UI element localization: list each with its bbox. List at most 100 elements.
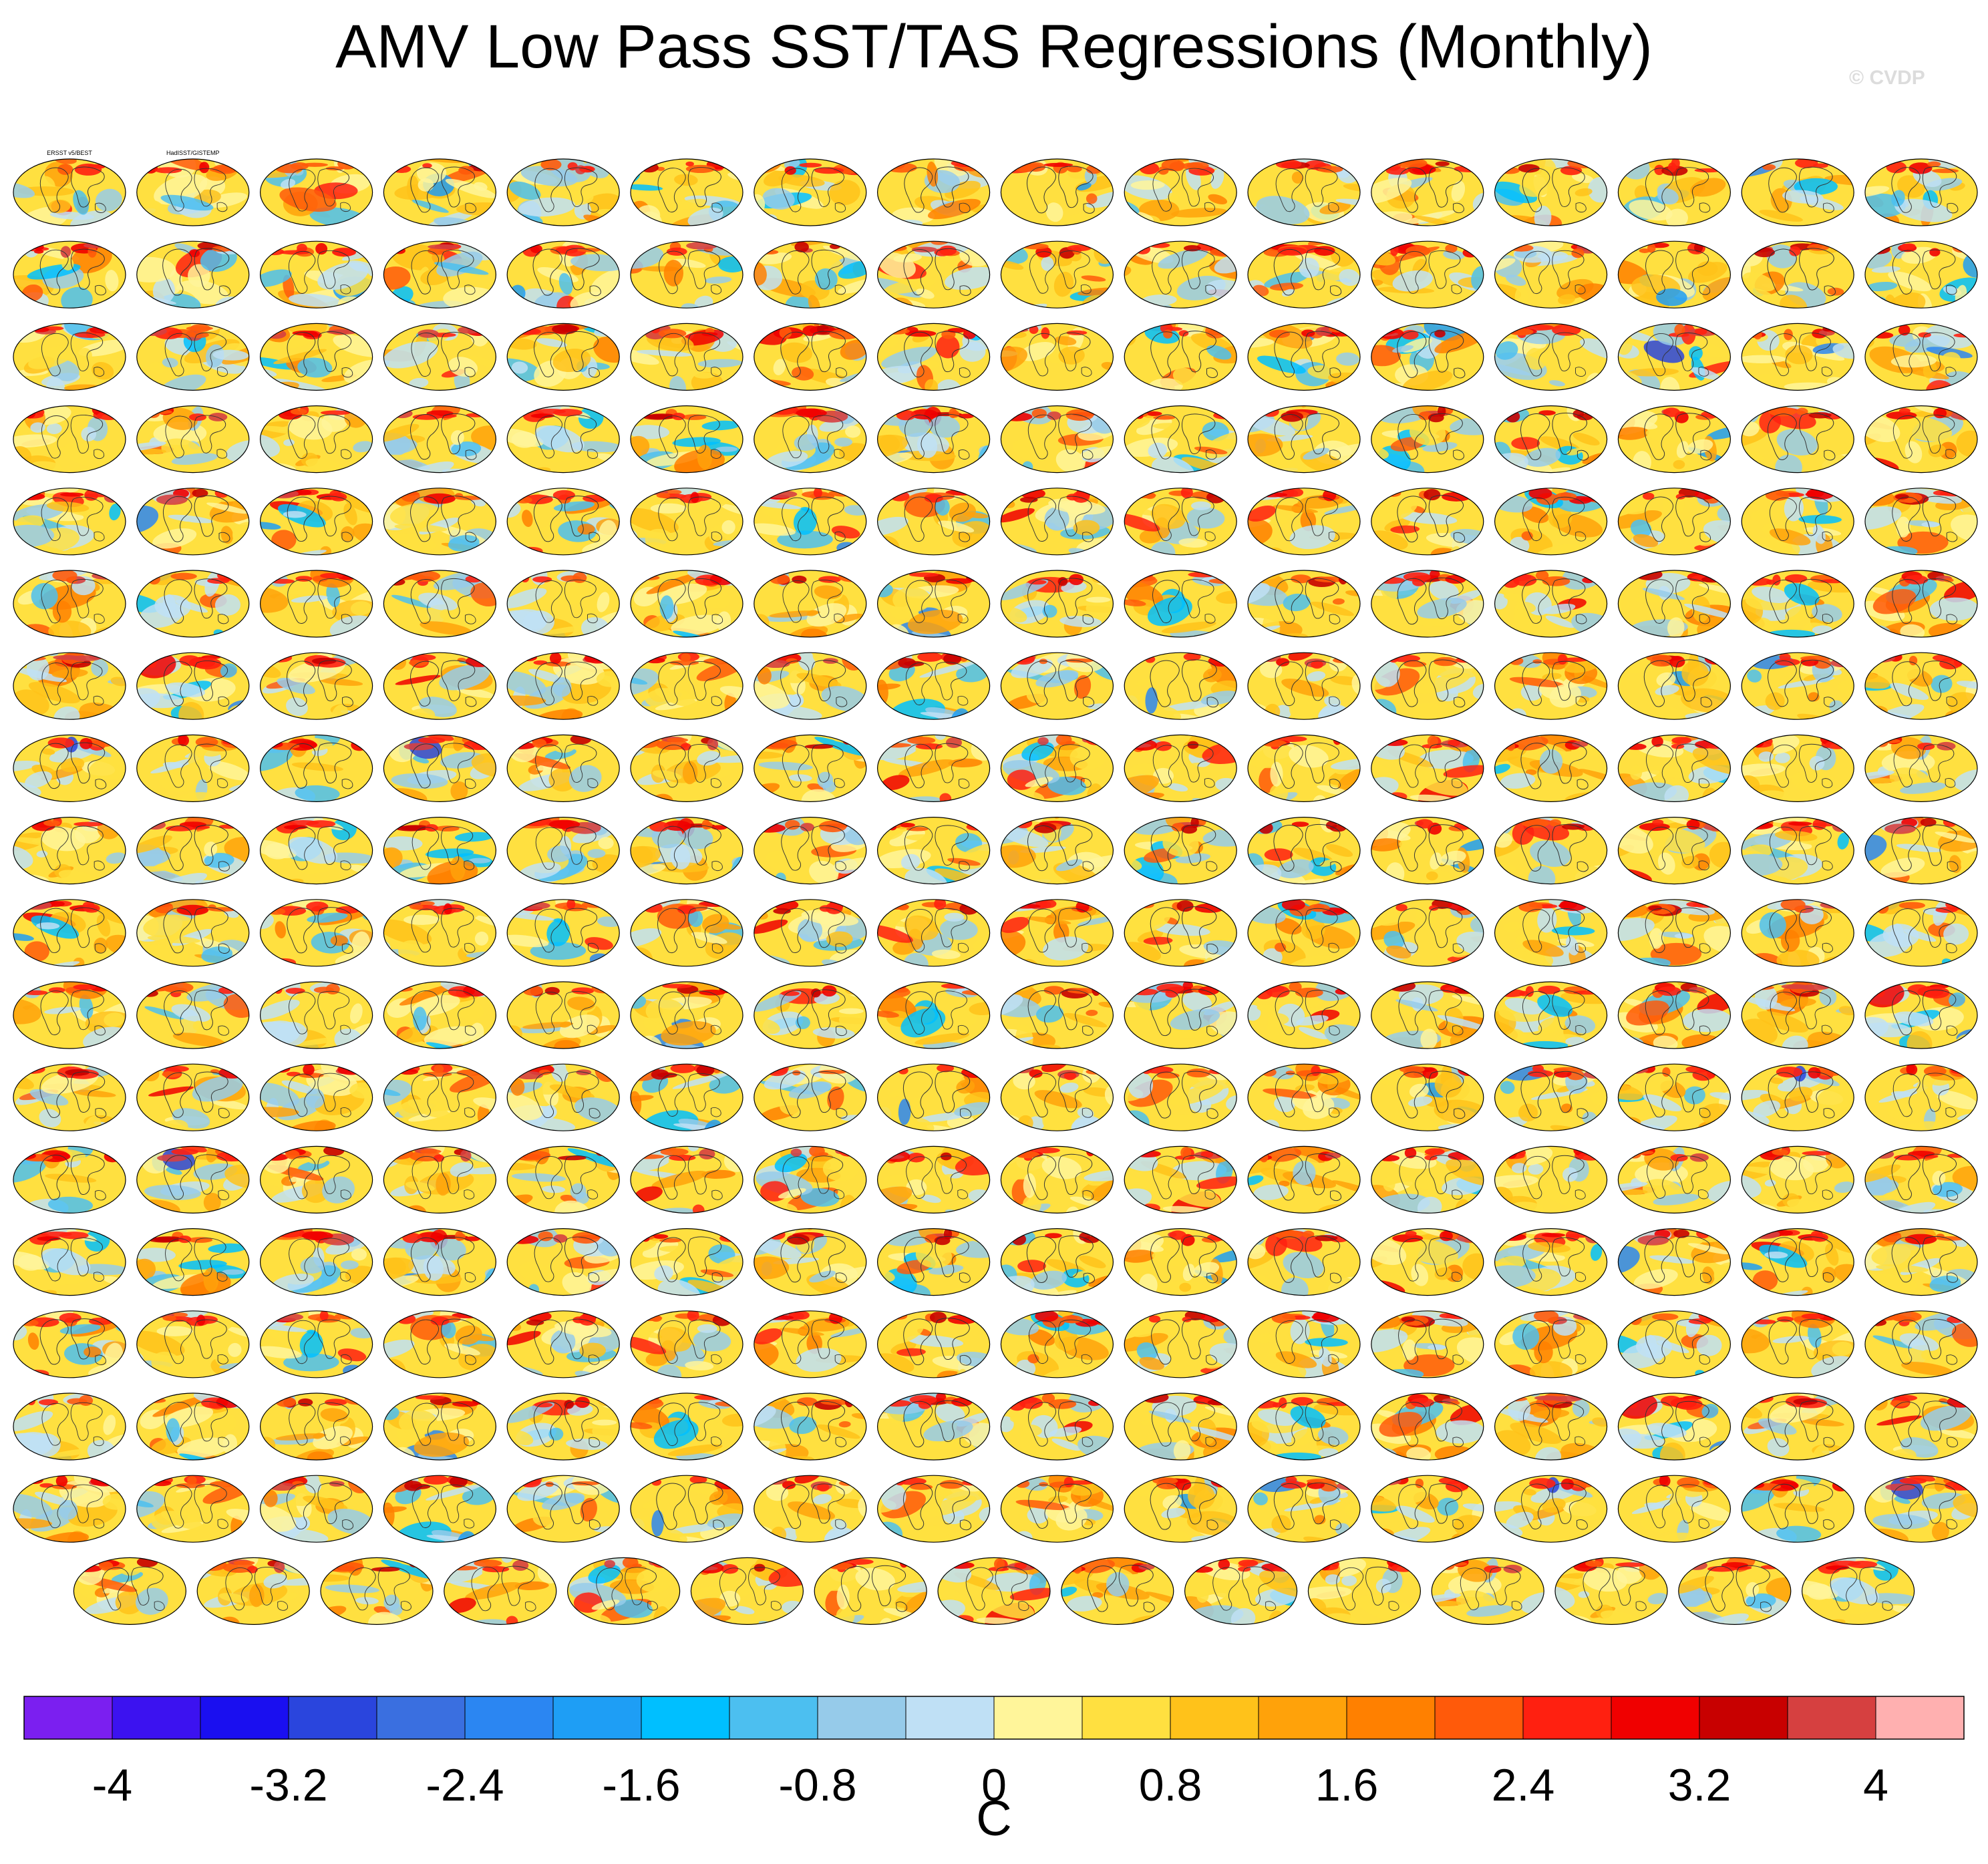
colorbar-swatch <box>1347 1696 1436 1739</box>
map-panel <box>1741 570 1854 638</box>
map-panel <box>383 734 497 803</box>
map-panel <box>1371 734 1484 803</box>
colorbar-swatch <box>1876 1696 1965 1739</box>
map-panel <box>383 488 497 556</box>
colorbar-swatch <box>818 1696 906 1739</box>
map-panel <box>630 1228 743 1296</box>
map-panel <box>260 240 373 309</box>
colorbar-swatch <box>1523 1696 1612 1739</box>
map-panel <box>1247 1063 1361 1131</box>
map-panel <box>136 1475 250 1543</box>
colorbar-swatch <box>1699 1696 1788 1739</box>
map-panel <box>260 1145 373 1214</box>
map-panel <box>1741 816 1854 885</box>
map-panel <box>1124 405 1237 474</box>
map-panel <box>136 652 250 720</box>
map-panel <box>506 1063 620 1131</box>
map-panel <box>13 488 126 556</box>
map-panel <box>13 734 126 803</box>
colorbar-swatch <box>1788 1696 1876 1739</box>
map-panel <box>754 323 867 391</box>
map-panel <box>1000 488 1114 556</box>
colorbar-swatch <box>289 1696 377 1739</box>
map-panel <box>1617 158 1731 226</box>
map-panel <box>1247 1392 1361 1461</box>
map-panel: HadISST/GISTEMP <box>136 150 250 226</box>
map-panel <box>876 1475 991 1543</box>
map-panel <box>876 570 991 638</box>
map-panel <box>1371 1392 1484 1461</box>
map-panel <box>1124 652 1237 720</box>
colorbar-tick-label: -4 <box>92 1760 132 1811</box>
map-panel <box>1864 816 1978 885</box>
map-panel <box>754 240 867 309</box>
colorbar-swatch <box>112 1696 201 1739</box>
map-panel <box>1247 405 1361 474</box>
colorbar-swatch <box>641 1696 730 1739</box>
map-panel <box>754 405 867 474</box>
map-panel <box>1864 1145 1978 1214</box>
colorbar-tick-label: 0.8 <box>1139 1760 1202 1811</box>
map-panel <box>1494 734 1608 803</box>
colorbar-swatch <box>24 1696 113 1739</box>
map-panel <box>1741 1145 1854 1214</box>
map-panel <box>383 1228 497 1296</box>
map-panel <box>1000 1145 1114 1214</box>
panel-title: HadISST/GISTEMP <box>166 150 220 156</box>
cvdp-watermark: © CVDP <box>1849 67 1925 89</box>
colorbar-tick-label: -3.2 <box>249 1760 327 1811</box>
map-panel <box>1678 1557 1792 1625</box>
map-panel <box>1494 488 1608 556</box>
map-panel <box>1000 734 1114 803</box>
map-panel <box>383 570 497 638</box>
map-panel <box>754 1475 867 1543</box>
colorbar-swatch <box>553 1696 642 1739</box>
map-panel <box>876 1063 991 1131</box>
colorbar-swatch <box>1259 1696 1347 1739</box>
colorbar-tick-label: 2.4 <box>1492 1760 1555 1811</box>
map-panel <box>1494 1228 1608 1296</box>
map-panel <box>1864 570 1978 638</box>
colorbar-tick-label: 0 <box>981 1760 1007 1811</box>
map-panel <box>1617 405 1731 474</box>
map-panel <box>1864 158 1978 226</box>
map-panel <box>1741 1392 1854 1461</box>
map-panel <box>136 899 250 967</box>
map-panel <box>13 323 126 391</box>
map-panel <box>754 652 867 720</box>
map-panel <box>566 1557 681 1625</box>
map-panel <box>630 1475 743 1543</box>
map-panel <box>1184 1557 1298 1625</box>
map-panel <box>1864 1228 1978 1296</box>
map-panel <box>876 981 991 1049</box>
panel-title: ERSST v5/BEST <box>47 150 92 156</box>
map-panel <box>506 1145 620 1214</box>
map-panel <box>383 816 497 885</box>
map-panel <box>260 1475 373 1543</box>
map-panel <box>1494 1475 1608 1543</box>
map-panel <box>1741 1310 1854 1378</box>
map-panel <box>1494 1063 1608 1131</box>
colorbar-swatch <box>1170 1696 1259 1739</box>
map-panel <box>754 158 867 226</box>
colorbar-swatch <box>906 1696 995 1739</box>
map-panel <box>506 570 620 638</box>
map-panel <box>1864 488 1978 556</box>
map-panel <box>1864 240 1978 309</box>
map-panel <box>1494 158 1608 226</box>
colorbar-tick-label: 3.2 <box>1668 1760 1731 1811</box>
colorbar-swatch <box>1082 1696 1171 1739</box>
map-panel <box>876 1310 991 1378</box>
map-panel <box>876 1392 991 1461</box>
map-panel <box>13 1063 126 1131</box>
chart-title: AMV Low Pass SST/TAS Regressions (Monthl… <box>335 13 1653 81</box>
colorbar-tick-label: -2.4 <box>426 1760 504 1811</box>
colorbar-swatch <box>377 1696 466 1739</box>
map-panel <box>136 1145 250 1214</box>
colorbar-swatch <box>1435 1696 1524 1739</box>
map-panel <box>1494 1310 1608 1378</box>
map-panel <box>1247 734 1361 803</box>
map-panel <box>136 323 250 391</box>
map-panel <box>876 405 991 474</box>
